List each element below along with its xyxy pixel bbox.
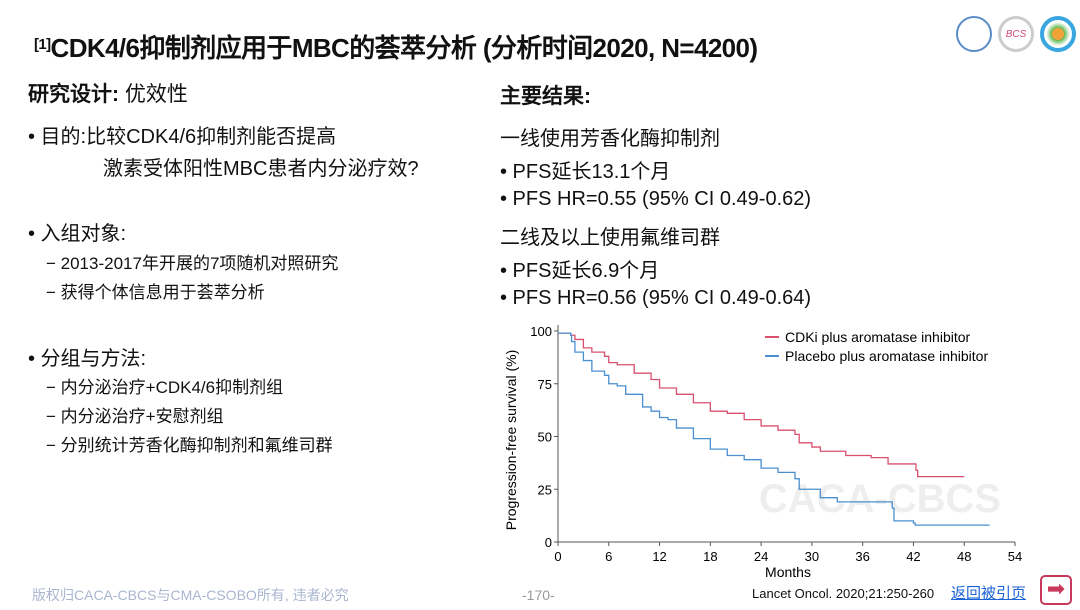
- page-number: -170-: [522, 587, 555, 603]
- y-axis-label: Progression-free survival (%): [503, 350, 519, 531]
- back-arrow-icon[interactable]: ➡: [1040, 575, 1072, 605]
- result-line: • PFS HR=0.55 (95% CI 0.49-0.62): [500, 188, 812, 210]
- bcs-logo: BCS: [998, 16, 1034, 52]
- logos: BCS: [956, 16, 1076, 52]
- result-line: 一线使用芳香化酶抑制剂: [500, 128, 720, 150]
- x-tick-label: 6: [605, 549, 612, 564]
- y-tick-label: 0: [545, 535, 552, 550]
- back-link[interactable]: 返回被引页: [951, 585, 1027, 602]
- slide-title: [1]CDK4/6抑制剂应用于MBC的荟萃分析 (分析时间2020, N=420…: [34, 28, 759, 65]
- legend-placebo: Placebo plus aromatase inhibitor: [785, 348, 988, 364]
- placebo-curve: [558, 332, 990, 526]
- x-tick-label: 36: [855, 549, 869, 564]
- group-item: − 内分泌治疗+CDK4/6抑制剂组: [46, 378, 284, 397]
- subject-item: − 2013-2017年开展的7项随机对照研究: [46, 254, 339, 273]
- x-tick-label: 12: [652, 549, 666, 564]
- ref-mark: [1]: [34, 36, 51, 53]
- cdki-curve: [558, 332, 965, 478]
- result-line: • PFS延长13.1个月: [500, 161, 671, 183]
- x-axis-label: Months: [765, 564, 811, 580]
- result-line: • PFS延长6.9个月: [500, 260, 660, 282]
- purpose: • 目的:比较CDK4/6抑制剂能否提高: [28, 126, 337, 148]
- title-text: CDK4/6抑制剂应用于MBC的荟萃分析 (分析时间2020, N=4200): [50, 33, 759, 63]
- y-tick-label: 100: [530, 324, 552, 339]
- result-line: 二线及以上使用氟维司群: [500, 227, 720, 249]
- results-heading: 主要结果:: [500, 85, 591, 108]
- x-tick-label: 0: [554, 549, 561, 564]
- subjects-heading: • 入组对象:: [28, 223, 127, 245]
- subject-item: − 获得个体信息用于荟萃分析: [46, 283, 265, 302]
- x-tick-label: 24: [754, 549, 768, 564]
- y-tick-label: 25: [538, 482, 552, 497]
- result-line: • PFS HR=0.56 (95% CI 0.49-0.64): [500, 287, 812, 309]
- caca-logo: [956, 16, 992, 52]
- group-item: − 分别统计芳香化酶抑制剂和氟维司群: [46, 436, 333, 455]
- y-tick-label: 75: [538, 377, 552, 392]
- group-item: − 内分泌治疗+安慰剂组: [46, 407, 224, 426]
- x-tick-label: 42: [906, 549, 920, 564]
- csobo-logo: [1040, 16, 1076, 52]
- x-tick-label: 54: [1008, 549, 1022, 564]
- groups-heading: • 分组与方法:: [28, 348, 147, 370]
- watermark: CACA-CBCS: [759, 477, 1001, 521]
- copyright: 版权归CACA-CBCS与CMA-CSOBO所有, 违者必究: [32, 587, 349, 603]
- legend-cdki: CDKi plus aromatase inhibitor: [785, 329, 971, 345]
- x-tick-label: 18: [703, 549, 717, 564]
- y-tick-label: 50: [538, 430, 552, 445]
- purpose-cont: 激素受体阳性MBC患者内分泌疗效?: [103, 158, 419, 180]
- x-tick-label: 30: [805, 549, 819, 564]
- x-tick-label: 48: [957, 549, 971, 564]
- design-heading: 研究设计: 优效性: [28, 83, 188, 106]
- citation: Lancet Oncol. 2020;21:250-260: [752, 586, 935, 601]
